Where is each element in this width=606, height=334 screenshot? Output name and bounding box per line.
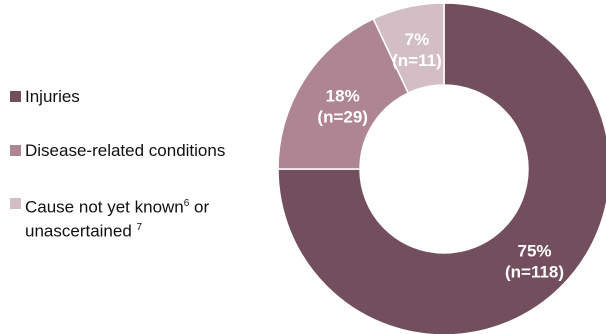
legend-label-cause-unknown: Cause not yet known6 or unascertained 7 (25, 194, 209, 241)
slice-label-0: 75% (n=118) (505, 242, 564, 282)
slice-label-count-1: (n=29) (317, 108, 368, 127)
slice-label-count-0: (n=118) (505, 263, 564, 282)
slice-label-percent-1: 18% (326, 87, 360, 106)
slice-label-1: 18% (n=29) (317, 87, 368, 127)
legend: Injuries Disease-related conditions Caus… (10, 0, 280, 334)
slice-2 (372, 2, 445, 94)
legend-swatch-injuries (10, 91, 21, 102)
legend-label-cause-unknown-line2: unascertained (25, 221, 137, 241)
slice-label-2: 7% (n=11) (392, 30, 442, 70)
legend-label-injuries: Injuries (25, 87, 80, 106)
legend-footnote-7: 7 (136, 221, 143, 233)
legend-footnote-6: 6 (183, 198, 190, 209)
legend-item-disease-related: Disease-related conditions (10, 141, 225, 161)
legend-item-injuries: Injuries (10, 87, 80, 107)
slice-label-percent-0: 75% (517, 242, 551, 261)
legend-label-cause-unknown-tail: or (189, 197, 210, 217)
donut-slices (277, 2, 606, 334)
slice-label-count-2: (n=11) (392, 51, 442, 70)
legend-label-cause-unknown-text: Cause not yet known (25, 197, 184, 217)
legend-swatch-disease-related (10, 145, 21, 156)
legend-swatch-cause-unknown (10, 198, 21, 209)
donut-labels: 75% (n=118) 18% (n=29) 7% (n=11) (317, 30, 564, 282)
slice-label-percent-2: 7% (405, 30, 430, 49)
slice-1 (277, 17, 410, 170)
legend-item-cause-unknown: Cause not yet known6 or unascertained 7 (10, 194, 209, 241)
legend-label-disease-related: Disease-related conditions (25, 141, 226, 160)
